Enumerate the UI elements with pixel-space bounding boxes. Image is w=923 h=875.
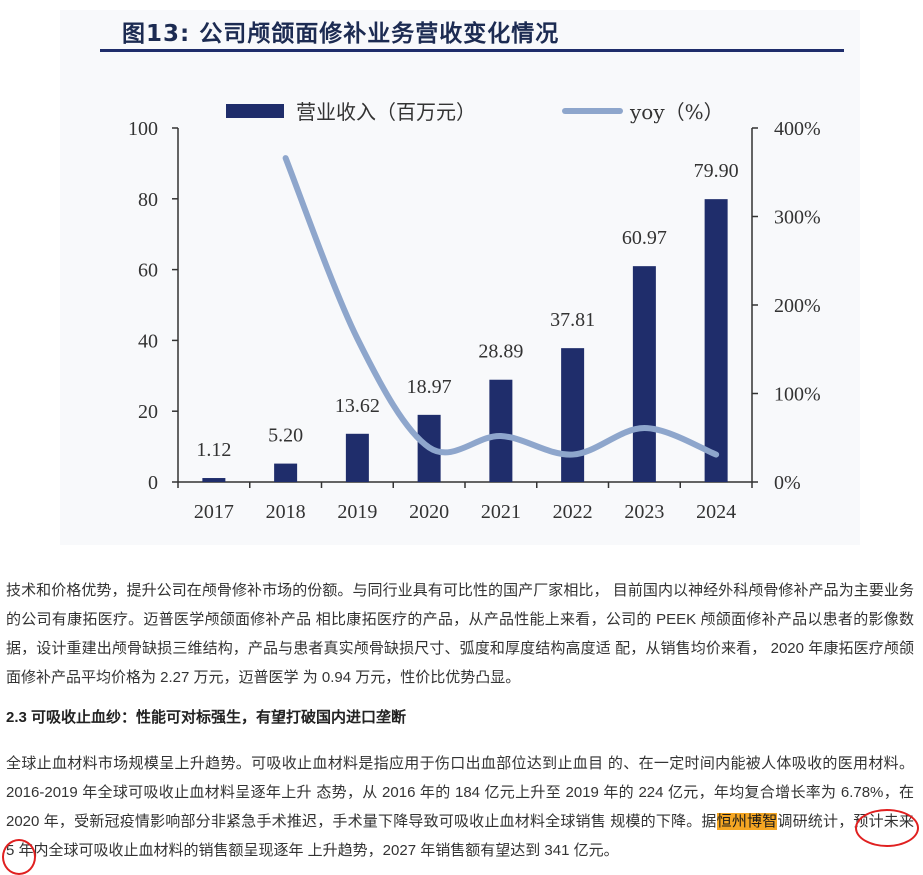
legend-line-label: yoy（%） [629,100,724,124]
right-axis-tick-label: 200% [774,295,821,317]
revenue-data-label: 79.90 [694,160,739,182]
revenue-data-label: 1.12 [196,439,231,461]
right-axis-tick-label: 0% [774,472,801,494]
revenue-bar [561,348,585,482]
revenue-data-label: 13.62 [335,395,380,417]
revenue-bar [632,266,656,482]
left-axis-tick-label: 80 [138,189,158,211]
paragraph-2-main: 全球止血材料市场规模呈上升趋势。可吸收止血材料是指应用于伤口出血部位达到止血目 … [6,755,914,830]
chart-legend: 营业收入（百万元） yoy（%） [226,100,724,124]
bar-series [202,199,728,483]
left-axis-tick-label: 0 [148,472,158,494]
red-annotation-circle [855,809,919,847]
revenue-data-label: 28.89 [478,341,523,363]
yoy-line-series [282,155,720,458]
revenue-bar [274,463,298,482]
revenue-data-label: 18.97 [407,376,452,398]
x-axis-tick-label: 2018 [266,501,306,523]
article-paragraph-1: 技术和价格优势，提升公司在颅骨修补市场的份额。与同行业具有可比性的国产厂家相比，… [6,582,914,686]
left-axis-tick-label: 100 [128,118,158,140]
revenue-bar [202,478,226,482]
right-axis-tick-label: 400% [774,118,821,140]
section-heading: 2.3 可吸收止血纱：性能可对标强生，有望打破国内进口垄断 [6,709,407,726]
yoy-line [282,155,720,458]
x-axis-tick-label: 2024 [696,501,736,523]
legend-bar-label: 营业收入（百万元） [296,100,476,124]
highlighted-source: 恒州博智 [716,813,778,830]
revenue-bar [704,199,728,483]
x-axis-tick-label: 2020 [409,501,449,523]
revenue-bar [345,433,369,482]
left-axis-tick-label: 60 [138,260,158,282]
title-rule [100,49,844,52]
x-axis-tick-label: 2022 [553,501,593,523]
revenue-data-label: 60.97 [622,227,667,249]
legend-bar-swatch [226,104,284,118]
x-axis-tick-label: 2019 [337,501,377,523]
x-axis-tick-label: 2021 [481,501,521,523]
revenue-data-label: 37.81 [550,309,595,331]
chart-title: 图13: 公司颅颌面修补业务营收变化情况 [122,21,560,47]
data-labels: 1.12 5.20 13.62 18.97 28.89 37.81 60.97 79.90 [196,160,738,461]
article-paragraph-2: 全球止血材料市场规模呈上升趋势。可吸收止血材料是指应用于伤口出血部位达到止血目 … [6,749,914,865]
revenue-chart: 营业收入（百万元） yoy（%） 0 20 40 60 80 100 0% 100% 200% 3… [128,100,821,523]
left-axis-tick-label: 40 [138,330,158,352]
revenue-data-label: 5.20 [268,425,303,447]
chart-axes: 0 20 40 60 80 100 0% 100% 200% 300% 400% 2017 2018 20… [128,118,821,523]
left-axis-tick-label: 20 [138,401,158,423]
x-axis-tick-label: 2023 [624,501,664,523]
x-axis-tick-label: 2017 [194,501,234,523]
revenue-bar [489,379,513,482]
red-annotation-circle [2,839,36,875]
right-axis-tick-label: 300% [774,207,821,229]
right-axis-tick-label: 100% [774,384,821,406]
article-body: 技术和价格优势，提升公司在颅骨修补市场的份额。与同行业具有可比性的国产厂家相比，… [6,576,914,865]
